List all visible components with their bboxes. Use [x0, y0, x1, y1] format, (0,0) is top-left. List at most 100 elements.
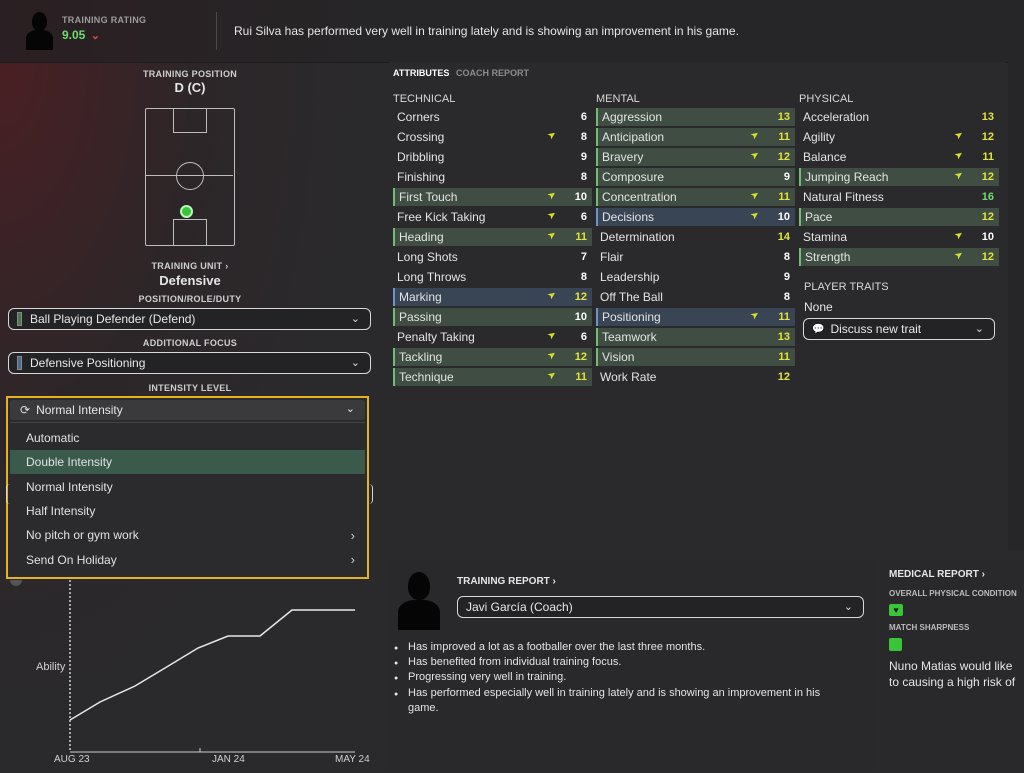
attribute-row: Off The Ball 8 — [596, 288, 795, 306]
rating-value-text: 9.05 — [62, 28, 86, 42]
player-traits-value: None — [804, 300, 833, 314]
attribute-name: Flair — [600, 250, 624, 264]
trend-up-icon: ➤ — [545, 208, 559, 223]
training-unit-link[interactable]: TRAINING UNIT › — [151, 261, 229, 271]
right-edge-panel — [1008, 62, 1024, 550]
attribute-name: Crossing — [397, 130, 445, 144]
trend-up-icon: ➤ — [748, 148, 762, 163]
intensity-option[interactable]: Automatic — [10, 426, 365, 450]
attribute-value: 10 — [574, 311, 587, 323]
attribute-value: 12 — [981, 131, 994, 143]
x-tick-label: JAN 24 — [212, 754, 245, 765]
pitch-diagram — [145, 108, 235, 246]
discuss-trait-select[interactable]: 💬 Discuss new trait ⌄ — [803, 318, 995, 340]
player-traits-header: PLAYER TRAITS — [804, 281, 889, 293]
focus-select[interactable]: Defensive Positioning ⌄ — [8, 352, 371, 374]
attribute-name: Decisions — [602, 210, 655, 224]
report-bullet: Has performed especially well in trainin… — [394, 686, 848, 716]
intensity-label: INTENSITY LEVEL — [148, 383, 232, 393]
attribute-name: Leadership — [600, 270, 660, 284]
attribute-value: 11 — [778, 311, 790, 323]
select-edge-right — [369, 484, 373, 504]
attribute-row: Strength ➤ 12 — [799, 248, 999, 266]
attribute-row: Balance ➤ 11 — [799, 148, 999, 166]
chevron-right-icon: › — [350, 552, 355, 567]
trend-up-icon: ➤ — [545, 128, 559, 143]
training-report-link[interactable]: TRAINING REPORT › — [457, 576, 556, 587]
medical-report-link[interactable]: MEDICAL REPORT › — [889, 569, 985, 580]
player-position-marker — [180, 205, 193, 218]
ability-graph-svg — [10, 574, 355, 753]
speech-bubble-icon: 💬 — [812, 323, 825, 335]
tab-coach-report[interactable]: COACH REPORT — [456, 68, 530, 78]
attribute-value: 10 — [777, 211, 790, 223]
heart-icon: ♥ — [889, 604, 903, 616]
physical-header: PHYSICAL — [799, 93, 854, 105]
intensity-option[interactable]: Half Intensity — [10, 499, 365, 523]
attribute-value: 12 — [777, 371, 790, 383]
attribute-value: 11 — [982, 151, 994, 163]
coach-select[interactable]: Javi García (Coach) ⌄ — [457, 596, 864, 618]
attribute-row: Flair 8 — [596, 248, 795, 266]
discuss-trait-label: Discuss new trait — [830, 322, 922, 336]
intensity-option-label: Half Intensity — [26, 503, 96, 518]
training-position-value: D (C) — [174, 80, 206, 95]
attribute-name: Teamwork — [602, 330, 657, 344]
ability-line — [69, 609, 355, 721]
report-bullet: Progressing very well in training. — [394, 670, 848, 686]
trend-up-icon: ➤ — [748, 128, 762, 143]
role-label: POSITION/ROLE/DUTY — [138, 294, 242, 304]
attribute-name: Pace — [805, 210, 833, 224]
attribute-row: Teamwork 13 — [596, 328, 795, 346]
attribute-value: 12 — [981, 211, 994, 223]
trend-up-icon: ➤ — [952, 228, 966, 243]
mental-header: MENTAL — [596, 93, 640, 105]
attribute-row: Decisions ➤ 10 — [596, 208, 795, 226]
attribute-name: Work Rate — [600, 370, 657, 384]
trend-up-icon: ➤ — [545, 228, 559, 243]
intensity-option[interactable]: No pitch or gym work › — [10, 523, 365, 547]
attribute-value: 12 — [981, 251, 994, 263]
attribute-name: Stamina — [803, 230, 848, 244]
focus-select-value: Defensive Positioning — [30, 356, 146, 370]
chevron-right-icon: › — [350, 527, 355, 543]
attribute-row: Natural Fitness 16 — [799, 188, 999, 206]
intensity-select[interactable]: ⟳ Normal Intensity ⌄ — [10, 400, 365, 420]
role-color-bar — [17, 312, 22, 326]
attribute-row: Acceleration 13 — [799, 108, 999, 126]
attribute-value: 12 — [574, 291, 587, 303]
focus-color-bar — [17, 356, 22, 370]
chevron-down-icon: ⌄ — [350, 357, 360, 369]
trend-up-icon: ➤ — [748, 188, 762, 203]
intensity-option[interactable]: Send On Holiday › — [10, 548, 365, 572]
training-unit-value: Defensive — [159, 273, 221, 288]
attribute-row: Tackling ➤ 12 — [393, 348, 592, 366]
intensity-option[interactable]: Double Intensity — [10, 450, 365, 475]
attribute-row: Technique ➤ 11 — [393, 368, 592, 386]
role-select[interactable]: Ball Playing Defender (Defend) ⌄ — [8, 308, 371, 330]
tab-attributes[interactable]: ATTRIBUTES — [393, 68, 450, 78]
chevron-down-icon: ⌄ — [974, 323, 984, 335]
attribute-row: Long Shots 7 — [393, 248, 592, 266]
attribute-name: Tackling — [399, 350, 443, 364]
intensity-dropdown[interactable]: ⟳ Normal Intensity ⌄ Automatic Double Int… — [6, 396, 369, 579]
attribute-value: 12 — [981, 171, 994, 183]
attribute-name: Positioning — [602, 310, 661, 324]
attribute-value: 10 — [981, 231, 994, 243]
trend-up-icon: ➤ — [952, 148, 966, 163]
attribute-value: 8 — [580, 271, 587, 283]
attribute-name: Anticipation — [602, 130, 665, 144]
attribute-name: Long Throws — [397, 270, 467, 284]
trend-up-icon: ➤ — [748, 308, 762, 323]
attribute-name: Vision — [602, 350, 635, 364]
condition-label: OVERALL PHYSICAL CONDITION — [889, 589, 1017, 598]
trend-up-icon: ➤ — [545, 368, 559, 383]
report-bullet: Has improved a lot as a footballer over … — [394, 640, 848, 656]
x-tick-label: MAY 24 — [335, 754, 370, 765]
attribute-name: Natural Fitness — [803, 190, 884, 204]
attribute-name: Passing — [399, 310, 442, 324]
attribute-value: 12 — [574, 351, 587, 363]
intensity-option[interactable]: Normal Intensity — [10, 475, 365, 499]
report-bullet: Has benefited from individual training f… — [394, 655, 848, 671]
trend-up-icon: ➤ — [952, 168, 966, 183]
